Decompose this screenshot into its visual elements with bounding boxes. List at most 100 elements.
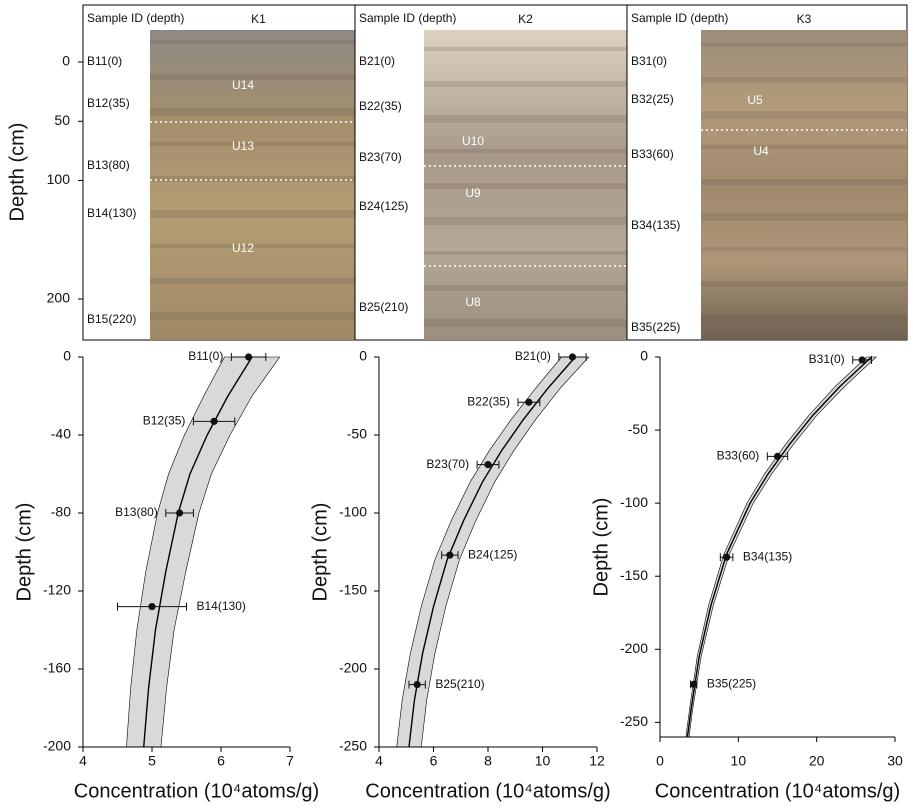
- sample-label: B31(0): [631, 54, 667, 68]
- photo-layer: [701, 213, 907, 221]
- site-label: K1: [251, 12, 266, 26]
- unit-label: U10: [462, 134, 484, 148]
- x-tick-label: 6: [430, 753, 438, 769]
- sample-label: B33(60): [631, 147, 674, 161]
- sample-label: B12(35): [87, 96, 130, 110]
- data-point: [525, 399, 532, 406]
- y-tick-label: 200: [47, 290, 71, 306]
- y-tick-label: -150: [620, 567, 648, 583]
- data-point: [723, 554, 730, 561]
- y-tick-label: -160: [43, 660, 71, 676]
- photo-layer: [701, 315, 907, 323]
- photo-layer: [150, 278, 355, 284]
- point-label: B24(125): [468, 547, 517, 561]
- y-tick-label: -200: [43, 738, 71, 754]
- site-label: K3: [797, 12, 812, 26]
- data-point: [484, 461, 491, 468]
- site-label: K2: [518, 12, 533, 26]
- figure: 050100200Depth (cm)Sample ID (depth)K1B1…: [0, 0, 913, 808]
- panel-header: Sample ID (depth): [359, 11, 456, 25]
- y-tick-label: 0: [359, 348, 367, 364]
- y-axis-label: Depth (cm): [309, 503, 331, 602]
- y-axis-label: Depth (cm): [13, 503, 35, 602]
- point-label: B12(35): [143, 414, 186, 428]
- y-tick-label: 0: [62, 53, 70, 69]
- photo-layer: [701, 145, 907, 149]
- unit-label: U4: [753, 144, 769, 158]
- point-label: B25(210): [435, 677, 484, 691]
- photo-layer: [701, 111, 907, 119]
- unit-label: U8: [465, 295, 481, 309]
- point-label: B22(35): [467, 394, 510, 408]
- photo-layer: [701, 43, 907, 47]
- y-tick-label: -100: [339, 504, 367, 520]
- x-tick-label: 8: [484, 753, 492, 769]
- y-tick-label: 0: [63, 348, 71, 364]
- sample-label: B25(210): [359, 300, 408, 314]
- photo-layer: [424, 217, 627, 225]
- data-point: [859, 356, 866, 363]
- x-tick-label: 6: [217, 753, 225, 769]
- point-label: B23(70): [426, 457, 469, 471]
- photo-layer: [424, 251, 627, 255]
- data-point: [774, 453, 781, 460]
- y-tick-label: -120: [43, 582, 71, 598]
- y-tick-label: 50: [54, 112, 70, 128]
- photo-layer: [150, 312, 355, 320]
- photo-layer: [701, 281, 907, 287]
- data-point: [569, 353, 576, 360]
- panel-header: Sample ID (depth): [87, 11, 184, 25]
- x-tick-label: 4: [375, 753, 383, 769]
- data-point: [690, 681, 697, 688]
- sample-label: B32(25): [631, 92, 674, 106]
- x-tick-label: 20: [809, 753, 825, 769]
- unit-label: U9: [465, 186, 481, 200]
- point-label: B35(225): [707, 677, 756, 691]
- photo-layer: [424, 149, 627, 153]
- y-tick-label: -50: [347, 426, 367, 442]
- x-axis-label: Concentration (10⁴atoms/g): [365, 780, 610, 802]
- photo-layer: [424, 285, 627, 291]
- y-tick-label: -40: [51, 426, 71, 442]
- data-point: [148, 603, 155, 610]
- y-tick-label: -50: [628, 421, 648, 437]
- point-label: B14(130): [197, 599, 246, 613]
- data-point: [446, 552, 453, 559]
- y-tick-label: 100: [47, 171, 71, 187]
- page: 050100200Depth (cm)Sample ID (depth)K1B1…: [0, 0, 913, 808]
- sample-label: B13(80): [87, 158, 130, 172]
- panel-header: Sample ID (depth): [631, 11, 728, 25]
- x-tick-label: 0: [656, 753, 664, 769]
- photo-layer: [701, 179, 907, 185]
- data-point: [211, 418, 218, 425]
- x-tick-label: 7: [286, 753, 294, 769]
- photo-layer: [701, 77, 907, 83]
- point-label: B11(0): [188, 349, 223, 363]
- x-tick-label: 10: [535, 753, 551, 769]
- data-point: [176, 509, 183, 516]
- sample-label: B35(225): [631, 320, 680, 334]
- sample-label: B34(135): [631, 218, 680, 232]
- y-tick-label: -200: [620, 640, 648, 656]
- photo-layer: [424, 319, 627, 327]
- x-tick-label: 30: [887, 753, 903, 769]
- photo-layer: [424, 81, 627, 87]
- photo-layer: [150, 210, 355, 218]
- y-tick-label: 0: [640, 348, 648, 364]
- point-label: B31(0): [809, 352, 845, 366]
- y-tick-label: -100: [620, 494, 648, 510]
- point-label: B33(60): [717, 449, 760, 463]
- unit-label: U5: [747, 93, 763, 107]
- x-axis-label: Concentration (10⁴atoms/g): [74, 780, 319, 802]
- sample-label: B21(0): [359, 54, 395, 68]
- photo-layer: [424, 47, 627, 51]
- y-tick-label: -250: [620, 713, 648, 729]
- x-tick-label: 10: [731, 753, 747, 769]
- unit-label: U14: [232, 78, 254, 92]
- sample-label: B15(220): [87, 312, 136, 326]
- x-tick-label: 5: [148, 753, 156, 769]
- photo-layer: [424, 183, 627, 189]
- y-tick-label: -80: [51, 504, 71, 520]
- photo-layer: [150, 108, 355, 116]
- sample-label: B22(35): [359, 99, 402, 113]
